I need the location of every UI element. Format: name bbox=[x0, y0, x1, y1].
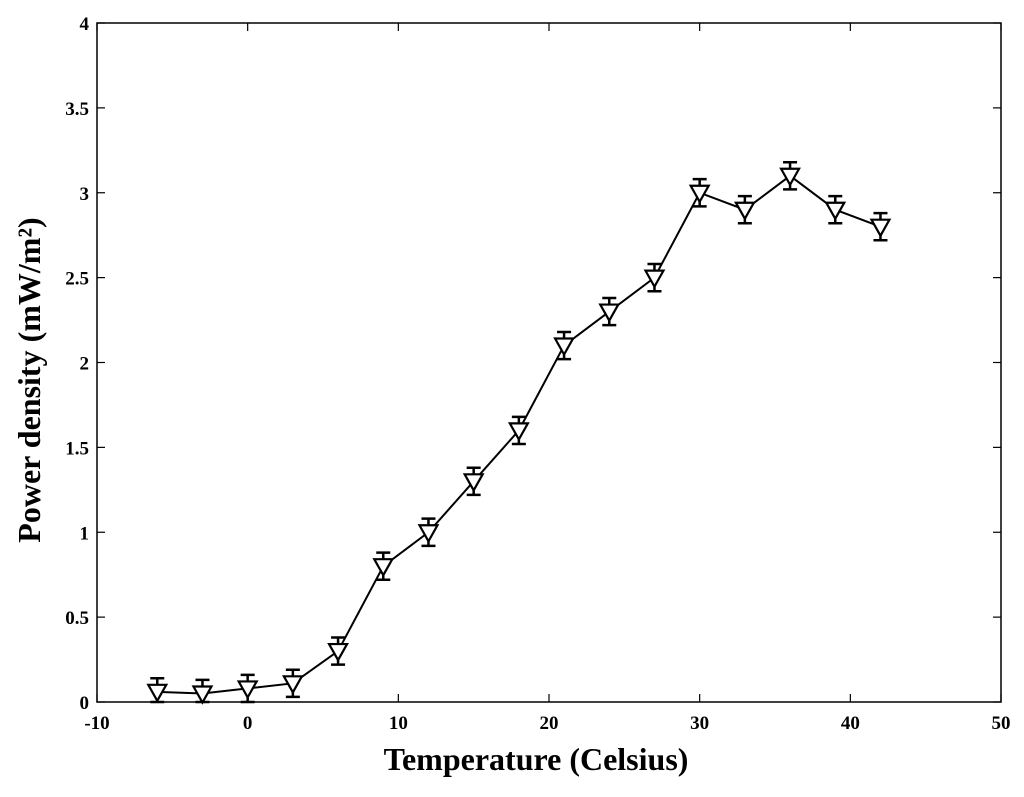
y-tick-label: 2.5 bbox=[65, 269, 89, 290]
data-point-marker bbox=[869, 218, 892, 238]
y-tick-label: 3 bbox=[80, 184, 90, 205]
x-tick-label: 40 bbox=[841, 713, 860, 734]
y-axis-label: Power density (mW/m²) bbox=[11, 217, 47, 542]
data-point-marker bbox=[553, 337, 575, 357]
data-point-marker bbox=[281, 675, 304, 695]
x-tick-label: -10 bbox=[84, 713, 109, 734]
data-point-marker bbox=[824, 201, 847, 221]
x-tick-label: 30 bbox=[690, 713, 709, 734]
data-point-marker bbox=[146, 683, 169, 704]
data-point-marker bbox=[598, 303, 621, 323]
data-point-marker bbox=[372, 558, 395, 578]
y-tick-label: 1.5 bbox=[65, 438, 89, 459]
data-point-marker bbox=[236, 680, 259, 700]
y-tick-label: 3.5 bbox=[65, 99, 89, 120]
x-axis-label: Temperature (Celsius) bbox=[384, 741, 689, 777]
data-point-marker bbox=[507, 422, 530, 442]
data-point-marker bbox=[462, 473, 485, 493]
x-tick-label: 50 bbox=[992, 713, 1011, 734]
y-tick-label: 1 bbox=[80, 523, 90, 544]
y-tick-label: 4 bbox=[80, 14, 90, 35]
data-point-marker bbox=[417, 524, 440, 544]
data-point-marker bbox=[688, 184, 711, 204]
data-point-marker bbox=[779, 167, 801, 188]
y-tick-label: 2 bbox=[80, 354, 90, 375]
x-tick-label: 0 bbox=[243, 713, 253, 734]
y-tick-label: 0.5 bbox=[65, 608, 89, 629]
y-tick-label: 0 bbox=[80, 693, 90, 714]
data-point-marker bbox=[191, 685, 214, 705]
data-point-marker bbox=[643, 269, 666, 289]
plot-frame bbox=[96, 22, 1002, 703]
x-tick-label: 10 bbox=[389, 713, 408, 734]
data-point-marker bbox=[733, 201, 756, 221]
data-point-marker bbox=[327, 642, 349, 663]
x-tick-label: 20 bbox=[540, 713, 559, 734]
